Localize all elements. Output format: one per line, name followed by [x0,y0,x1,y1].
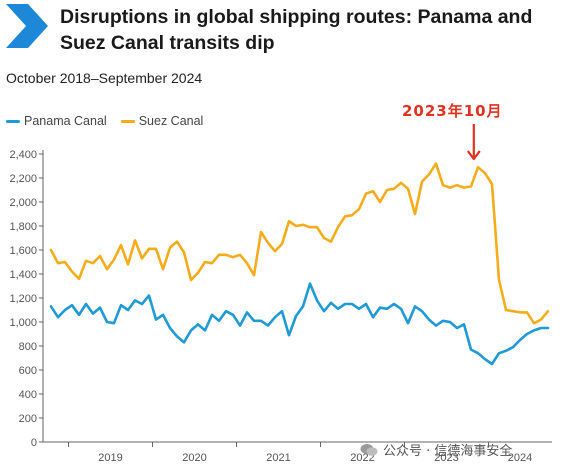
y-tick-label: 0 [31,437,37,449]
series-line-suez [49,162,550,325]
chart-legend: Panama Canal Suez Canal [6,114,217,128]
x-tick-label: 2022 [350,452,374,464]
annotation-label: 2023年10月 [402,102,503,120]
x-tick-label: 2024 [508,452,532,464]
y-tick-label: 2,400 [9,149,37,161]
watermark: 公众号 · 信德海事安全 [360,440,512,459]
y-tick-label: 1,000 [9,317,37,329]
series-line-panama [49,282,550,366]
y-tick-label: 1,200 [9,293,37,305]
y-tick-label: 2,200 [9,173,37,185]
x-tick-label: 2019 [98,452,122,464]
wechat-icon [360,443,378,456]
legend-swatch-panama [6,119,20,123]
chevron-logo-icon [6,4,48,48]
chart-title: Disruptions in global shipping routes: P… [60,6,533,54]
x-tick-label: 2020 [182,452,206,464]
legend-item-panama: Panama Canal [6,114,107,128]
y-tick-label: 800 [19,341,37,353]
y-tick-label: 1,400 [9,269,37,281]
y-tick-label: 1,600 [9,245,37,257]
y-tick-label: 400 [19,389,37,401]
y-tick-label: 600 [19,365,37,377]
x-tick-label: 2023 [434,452,458,464]
legend-item-suez: Suez Canal [120,114,204,128]
y-tick-label: 1,800 [9,221,37,233]
legend-label-panama: Panama Canal [24,114,107,128]
x-tick-label: 2021 [266,452,290,464]
annotation-arrow-head [466,150,481,161]
y-tick-label: 2,000 [9,197,37,209]
legend-swatch-suez [120,119,135,123]
chart-subtitle: October 2018–September 2024 [6,70,203,86]
legend-label-suez: Suez Canal [138,114,204,128]
y-tick-label: 200 [19,413,37,425]
watermark-text: 公众号 · 信德海事安全 [383,444,513,459]
